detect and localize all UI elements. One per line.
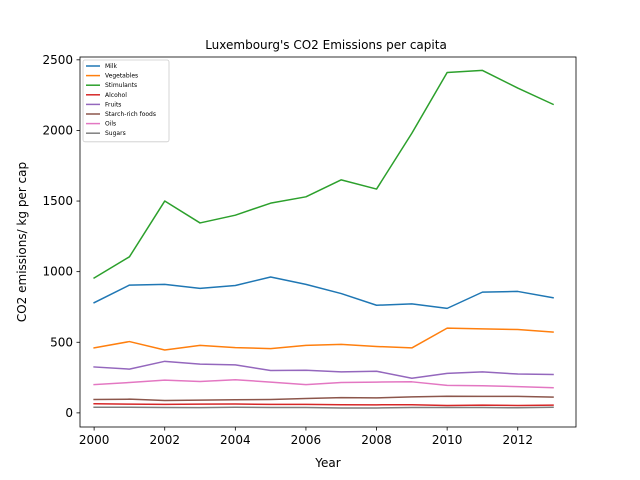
x-axis-ticks: 2000 2002 2004 2006 2008 2010 2012 (79, 427, 533, 447)
x-tick-label: 2012 (502, 433, 533, 447)
series-lines (93, 69, 555, 409)
legend-label: Stimulants (105, 82, 137, 89)
legend-label: Fruits (105, 101, 121, 108)
plot-frame (79, 56, 577, 428)
legend-label: Sugars (105, 130, 126, 137)
series-line-6 (93, 378, 554, 389)
y-tick-label: 0 (65, 406, 73, 420)
x-tick-label: 2002 (149, 433, 180, 447)
x-tick-label: 2010 (432, 433, 463, 447)
series-line-2 (93, 69, 555, 280)
legend-label: Vegetables (105, 73, 138, 80)
x-tick-label: 2008 (361, 433, 392, 447)
series-line-3 (93, 402, 554, 407)
y-tick-label: 2000 (42, 123, 73, 137)
y-axis-label: CO2 emissions/ kg per cap (15, 162, 29, 322)
x-axis-label: Year (314, 456, 340, 470)
chart-title: Luxembourg's CO2 Emissions per capita (205, 38, 447, 52)
series-line-0 (93, 276, 554, 310)
series-line-5 (93, 395, 554, 402)
y-axis-ticks: 0 500 1000 1500 2000 2500 (42, 53, 80, 420)
y-tick-label: 2500 (42, 53, 73, 67)
plot-area (79, 56, 577, 428)
x-tick-label: 2000 (79, 433, 110, 447)
series-line-1 (93, 327, 554, 351)
legend: Milk Vegetables Stimulants Alcohol Fruits Sta… (82, 59, 170, 143)
series-line-4 (93, 360, 554, 380)
x-tick-label: 2006 (291, 433, 322, 447)
y-tick-label: 1000 (42, 265, 73, 279)
y-tick-label: 1500 (42, 194, 73, 208)
x-tick-label: 2004 (220, 433, 251, 447)
legend-box (82, 59, 170, 143)
y-tick-label: 500 (50, 335, 73, 349)
series-line-7 (93, 406, 554, 409)
legend-label: Alcohol (105, 92, 127, 99)
legend-label: Starch-rich foods (105, 111, 156, 118)
legend-label: Milk (105, 63, 118, 70)
legend-label: Oils (105, 121, 116, 128)
